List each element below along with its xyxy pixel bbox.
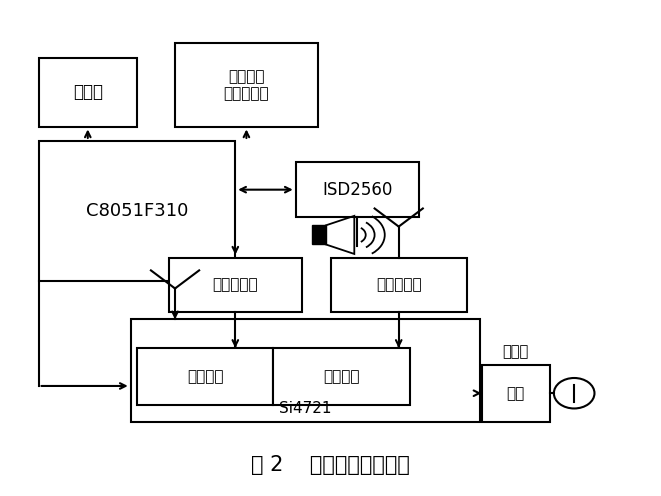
- FancyBboxPatch shape: [131, 319, 480, 422]
- Text: 接收模块: 接收模块: [187, 369, 223, 384]
- FancyBboxPatch shape: [175, 43, 318, 126]
- Text: 麦克风: 麦克风: [502, 344, 529, 359]
- FancyBboxPatch shape: [330, 257, 467, 312]
- FancyBboxPatch shape: [274, 348, 410, 405]
- Text: 图 2    系统总体设计框图: 图 2 系统总体设计框图: [251, 455, 410, 475]
- Text: C8051F310: C8051F310: [86, 202, 188, 220]
- FancyBboxPatch shape: [481, 365, 550, 422]
- Text: Si4721: Si4721: [279, 401, 331, 416]
- Text: 音频放大器: 音频放大器: [212, 277, 258, 293]
- Text: 发送模块: 发送模块: [323, 369, 360, 384]
- Text: 功率放大器: 功率放大器: [376, 277, 422, 293]
- Text: ISD2560: ISD2560: [323, 181, 393, 199]
- FancyBboxPatch shape: [137, 348, 274, 405]
- FancyBboxPatch shape: [295, 162, 419, 217]
- FancyBboxPatch shape: [38, 58, 137, 126]
- FancyBboxPatch shape: [38, 141, 235, 281]
- Bar: [312, 225, 326, 245]
- Text: 开启危险
报警闪光灯: 开启危险 报警闪光灯: [223, 69, 269, 101]
- Text: 显示屏: 显示屏: [73, 83, 102, 101]
- FancyBboxPatch shape: [169, 257, 302, 312]
- Text: 运放: 运放: [507, 386, 525, 401]
